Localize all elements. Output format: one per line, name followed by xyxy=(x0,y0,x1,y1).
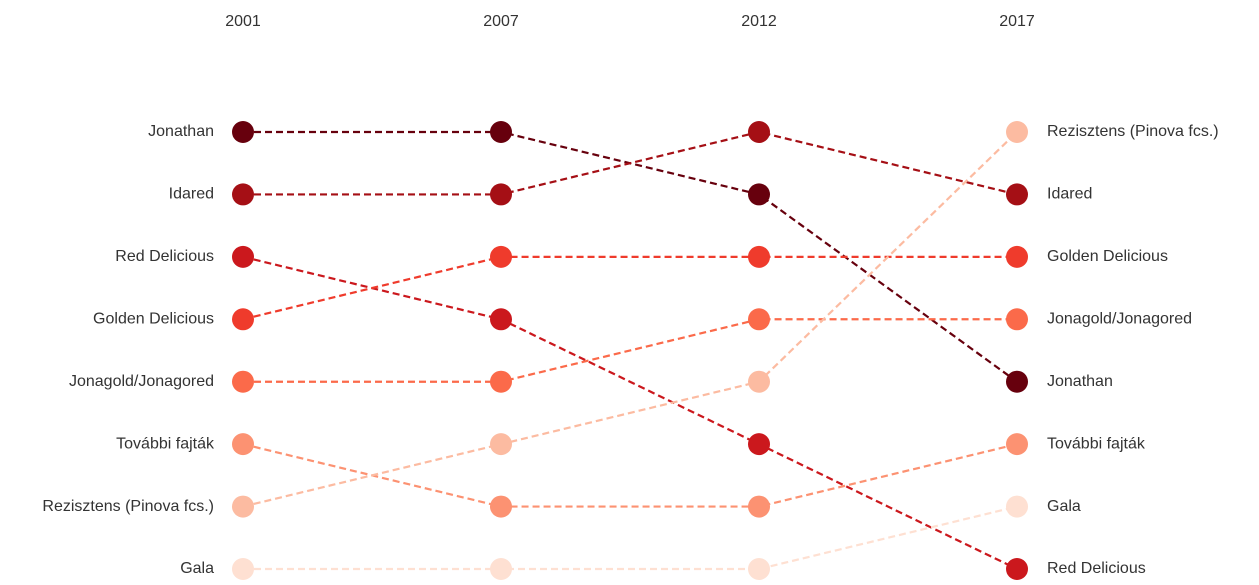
left-label: Gala xyxy=(180,560,214,577)
right-label: Idared xyxy=(1047,186,1092,203)
right-label: Red Delicious xyxy=(1047,560,1146,577)
point xyxy=(1006,433,1028,456)
left-label: Jonagold/Jonagored xyxy=(69,373,214,390)
left-label: Red Delicious xyxy=(115,248,214,265)
point xyxy=(232,183,254,206)
point xyxy=(490,370,512,393)
series-line xyxy=(242,255,1017,321)
point xyxy=(490,245,512,268)
series-line xyxy=(242,443,1018,508)
series-line xyxy=(243,130,1018,196)
point xyxy=(748,495,770,518)
x-tick-label: 2007 xyxy=(483,13,519,30)
series-line xyxy=(243,318,1017,383)
point xyxy=(232,245,254,268)
right-label: Jonagold/Jonagored xyxy=(1047,311,1192,328)
point xyxy=(748,308,770,331)
x-tick-label: 2017 xyxy=(999,13,1035,30)
point xyxy=(490,183,512,206)
right-label: Jonathan xyxy=(1047,373,1113,390)
point xyxy=(232,121,254,143)
point xyxy=(748,433,770,456)
point xyxy=(1006,183,1028,206)
left-label: Golden Delicious xyxy=(93,311,214,328)
point xyxy=(1006,558,1028,580)
point xyxy=(232,433,254,456)
point xyxy=(1006,370,1028,393)
point xyxy=(748,121,770,143)
point xyxy=(748,245,770,268)
right-label: Rezisztens (Pinova fcs.) xyxy=(1047,123,1219,140)
series-line xyxy=(243,505,1018,571)
right-label: Golden Delicious xyxy=(1047,248,1168,265)
x-tick-label: 2001 xyxy=(225,13,261,30)
point xyxy=(748,183,770,206)
left-label: További fajták xyxy=(116,435,215,452)
x-tick-label: 2012 xyxy=(741,13,777,30)
left-label: Rezisztens (Pinova fcs.) xyxy=(42,498,214,515)
point xyxy=(232,370,254,393)
point xyxy=(232,558,254,580)
point xyxy=(1006,245,1028,268)
point xyxy=(232,308,254,331)
point xyxy=(1006,308,1028,331)
point xyxy=(748,370,770,393)
left-label: Idared xyxy=(169,186,214,203)
point xyxy=(748,558,770,580)
point xyxy=(1006,495,1028,518)
point xyxy=(490,308,512,331)
point xyxy=(1006,121,1028,143)
right-label: Gala xyxy=(1047,498,1081,515)
left-label: Jonathan xyxy=(148,123,214,140)
point xyxy=(490,121,512,143)
point xyxy=(490,558,512,580)
point xyxy=(490,495,512,518)
right-label: További fajták xyxy=(1047,435,1146,452)
point xyxy=(232,495,254,518)
series-line xyxy=(242,131,1018,508)
point xyxy=(490,433,512,456)
